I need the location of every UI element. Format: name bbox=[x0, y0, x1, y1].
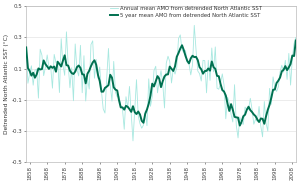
Annual mean AMO from detrended North Atlantic SST bbox=[24, 46, 28, 49]
Annual mean AMO from detrended North Atlantic SST bbox=[215, 87, 219, 89]
Legend: Annual mean AMO from detrended North Atlantic SST, 5 year mean AMO from detrende: Annual mean AMO from detrended North Atl… bbox=[110, 6, 263, 18]
5 year mean AMO from detrended North Atlantic SST bbox=[294, 39, 298, 42]
5 year mean AMO from detrended North Atlantic SST bbox=[269, 97, 273, 99]
Annual mean AMO from detrended North Atlantic SST bbox=[131, 140, 135, 142]
Annual mean AMO from detrended North Atlantic SST bbox=[294, 36, 298, 38]
Annual mean AMO from detrended North Atlantic SST bbox=[271, 76, 275, 78]
5 year mean AMO from detrended North Atlantic SST bbox=[154, 80, 158, 82]
Y-axis label: Detrended North Atlantic SST (°C): Detrended North Atlantic SST (°C) bbox=[4, 34, 9, 134]
5 year mean AMO from detrended North Atlantic SST bbox=[212, 66, 215, 68]
Annual mean AMO from detrended North Atlantic SST bbox=[289, 84, 292, 86]
Annual mean AMO from detrended North Atlantic SST bbox=[193, 24, 196, 26]
Line: 5 year mean AMO from detrended North Atlantic SST: 5 year mean AMO from detrended North Atl… bbox=[26, 40, 296, 125]
5 year mean AMO from detrended North Atlantic SST bbox=[24, 46, 28, 49]
Annual mean AMO from detrended North Atlantic SST bbox=[254, 118, 257, 120]
Annual mean AMO from detrended North Atlantic SST bbox=[268, 87, 272, 89]
5 year mean AMO from detrended North Atlantic SST bbox=[238, 124, 242, 127]
Annual mean AMO from detrended North Atlantic SST bbox=[156, 92, 159, 94]
5 year mean AMO from detrended North Atlantic SST bbox=[266, 109, 270, 111]
Line: Annual mean AMO from detrended North Atlantic SST: Annual mean AMO from detrended North Atl… bbox=[26, 25, 296, 141]
5 year mean AMO from detrended North Atlantic SST bbox=[252, 113, 256, 116]
5 year mean AMO from detrended North Atlantic SST bbox=[287, 66, 291, 68]
